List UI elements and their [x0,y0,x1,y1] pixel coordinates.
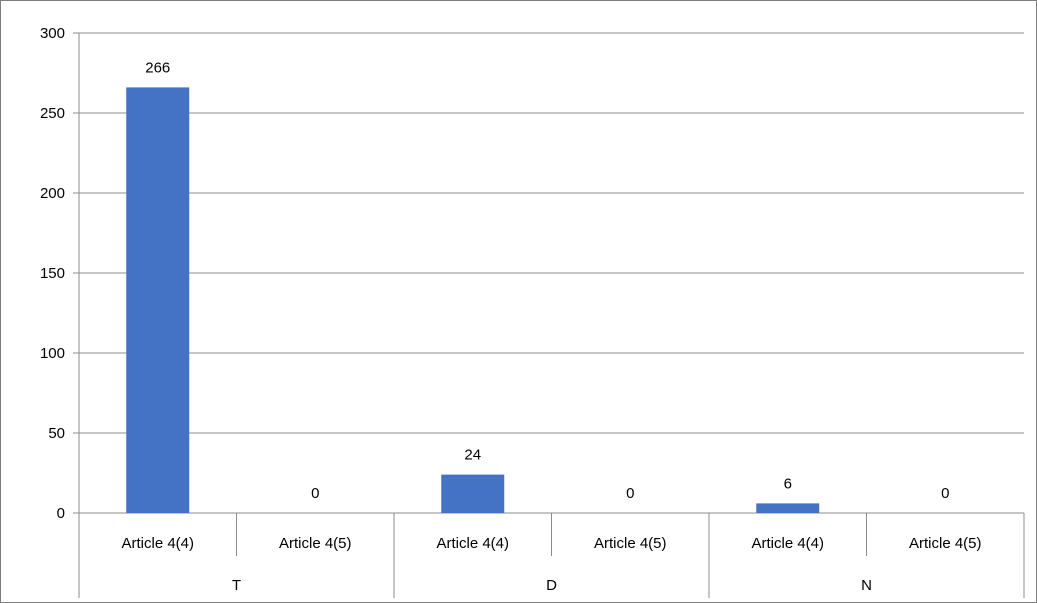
gridlines [79,32,1024,434]
bars [126,87,820,514]
data-label: 0 [626,485,634,502]
x-category-label: Article 4(4) [121,535,194,552]
y-tick-label: 100 [40,345,65,362]
y-tick-label: 300 [40,25,65,42]
bar [441,474,505,513]
data-label: 24 [464,447,481,464]
data-label: 6 [784,475,792,492]
y-tick-label: 0 [57,505,65,522]
x-category-label: Article 4(4) [751,535,824,552]
y-tick-label: 50 [48,425,65,442]
data-label: 0 [941,485,949,502]
x-group-label: N [861,577,872,594]
x-category-label: Article 4(4) [436,535,509,552]
data-label: 0 [311,485,319,502]
x-category-label: Article 4(5) [594,535,667,552]
x-group-label: T [232,577,241,594]
x-group-label: D [546,577,557,594]
x-category-label: Article 4(5) [279,535,352,552]
y-tick-label: 200 [40,185,65,202]
labels: 0 50 100 150 200 250 300 266 Article 4(4) 0 Articl… [40,25,982,594]
data-label: 266 [145,59,170,76]
bar [126,87,190,514]
y-tick-label: 150 [40,265,65,282]
bar [756,503,820,513]
y-tick-label: 250 [40,105,65,122]
x-category-label: Article 4(5) [909,535,982,552]
axes [73,32,1025,598]
